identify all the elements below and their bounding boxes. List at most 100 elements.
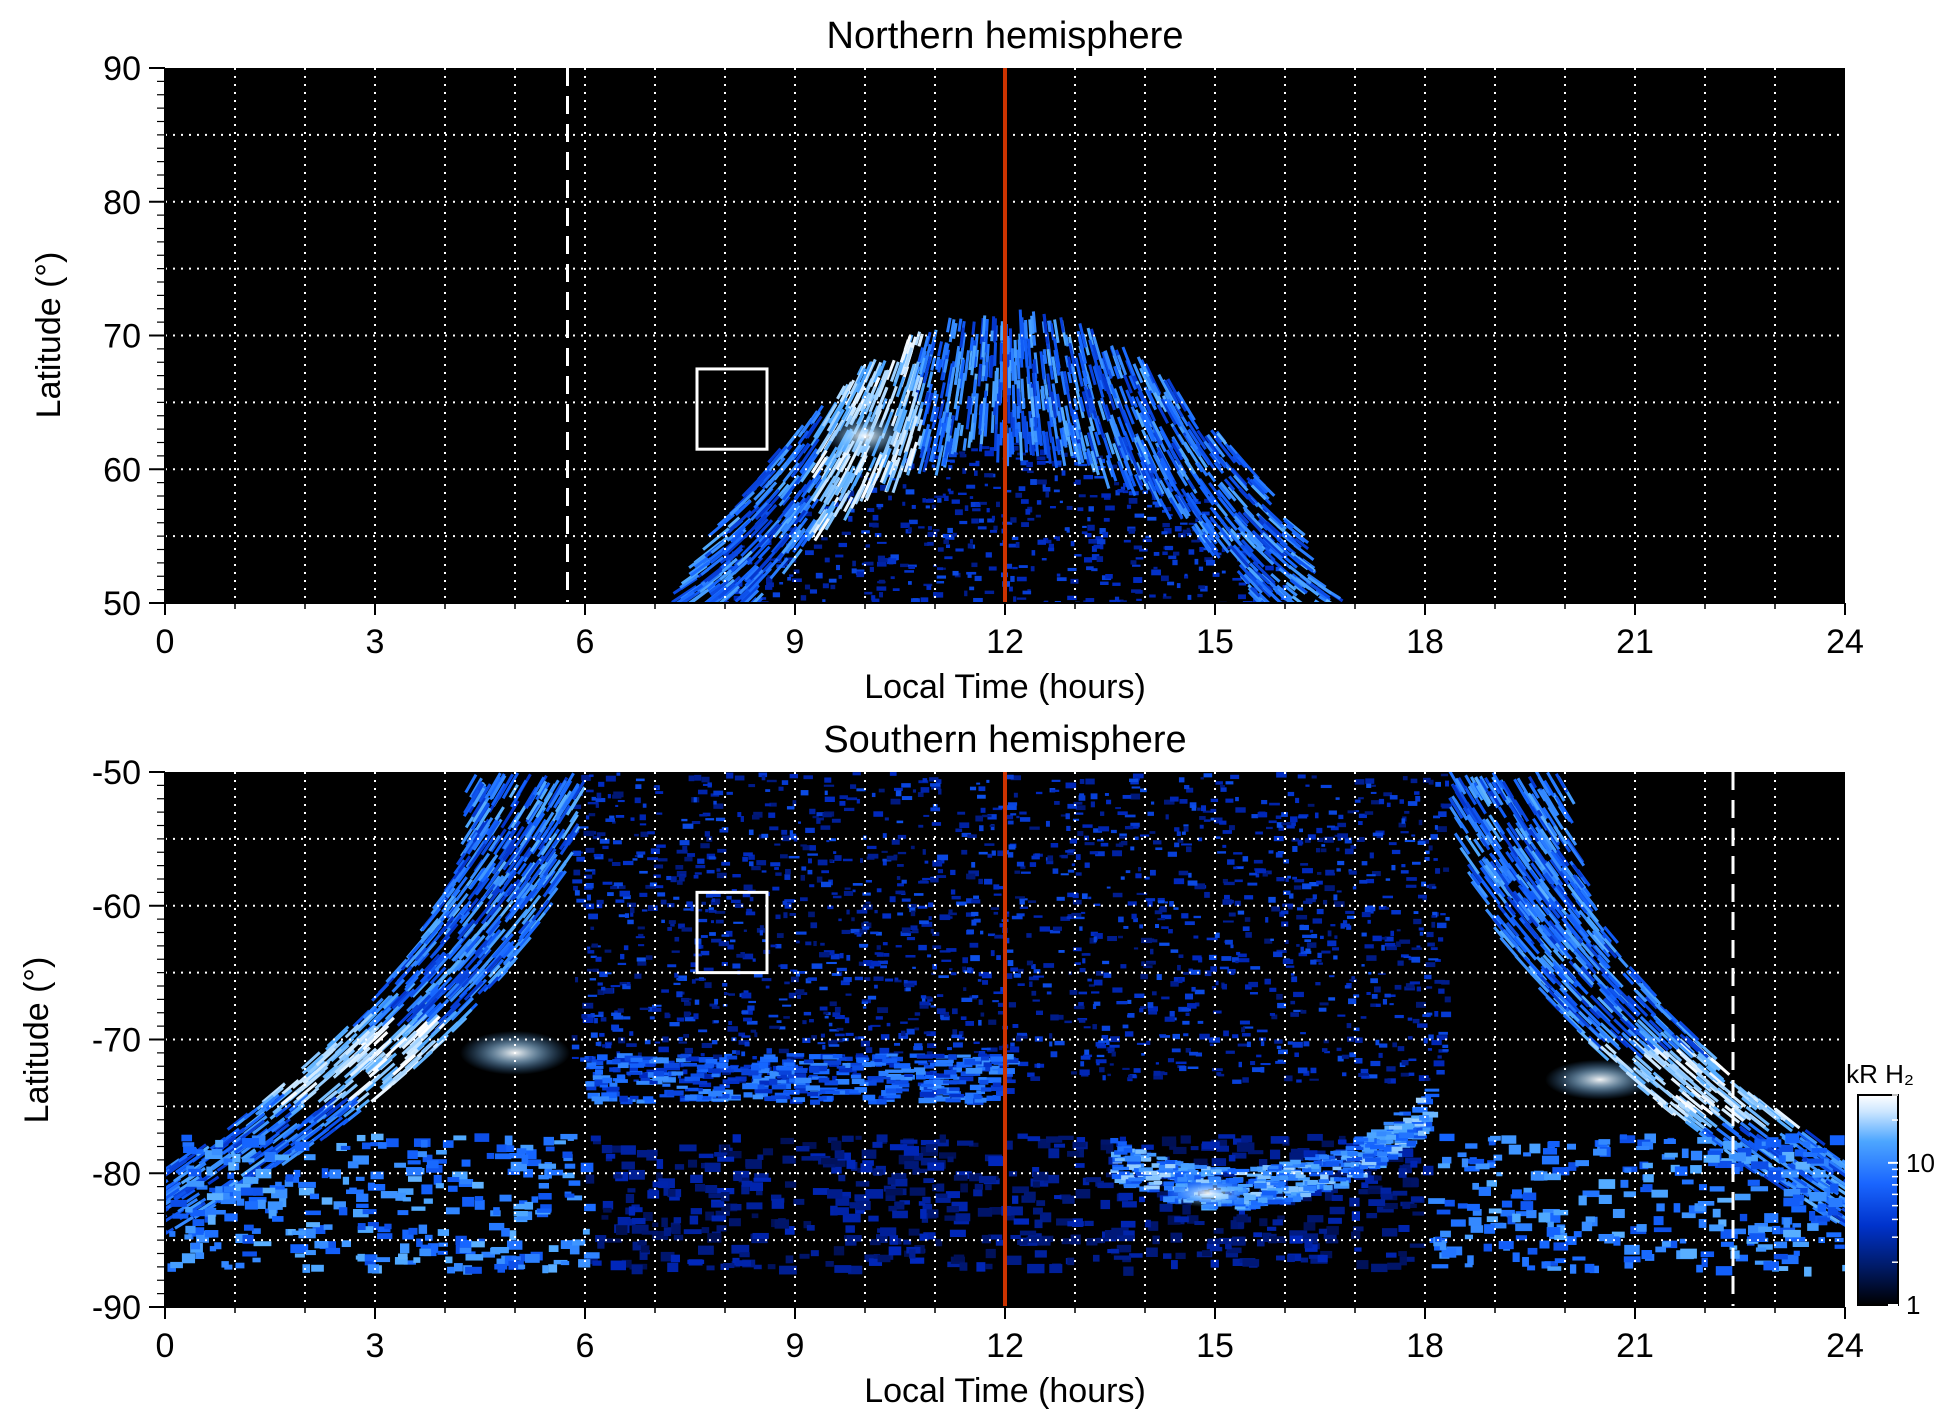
north-oval-streak — [895, 386, 908, 417]
north-oval-streak — [1050, 436, 1059, 469]
north-cap-speck — [943, 539, 949, 544]
south-cap-speck — [1204, 891, 1210, 898]
north-oval-streak — [934, 444, 944, 476]
north-cap-speck — [1199, 546, 1204, 552]
south-cap-speck — [676, 1017, 685, 1022]
north-oval-streak — [679, 574, 700, 589]
south-cap-speck — [930, 807, 941, 812]
south-cap-speck — [1078, 1002, 1084, 1008]
south-cap-speck — [1122, 794, 1132, 799]
south-cap-speck — [1186, 787, 1194, 793]
south-cap-speck — [726, 791, 733, 795]
south-cap-speck — [1215, 980, 1219, 986]
south-cap-speck — [842, 858, 853, 862]
south-cap-speck — [622, 895, 631, 900]
south-cap-speck — [1050, 1051, 1058, 1058]
south-cap-speck — [858, 1036, 866, 1039]
south-cap-speck — [1298, 815, 1308, 819]
south-cap-speck — [1202, 810, 1212, 813]
north-cap-speck — [1001, 514, 1005, 518]
south-cap-speck — [1276, 822, 1283, 828]
south-cap-speck — [1225, 939, 1233, 945]
south-cap-speck — [676, 880, 683, 885]
south-cap-speck — [684, 1016, 696, 1022]
south-cap-speck — [1253, 859, 1263, 864]
south-right-band — [1598, 1031, 1611, 1044]
north-oval-streak — [983, 403, 989, 437]
north-oval-streak — [953, 378, 962, 410]
south-cap-speck — [715, 817, 726, 822]
south-cap-speck — [1431, 921, 1436, 928]
north-oval-streak — [769, 557, 789, 580]
south-cap-speck — [897, 851, 907, 855]
north-cap-speck — [1026, 461, 1033, 468]
north-oval-streak — [766, 517, 782, 534]
north-cap-speck — [931, 504, 936, 509]
south-left-band — [347, 1046, 371, 1068]
north-cap-speck — [989, 447, 998, 452]
south-cap-speck — [1030, 1076, 1041, 1081]
south-cap-speck — [894, 979, 902, 983]
north-oval-streak — [1214, 535, 1230, 554]
north-oval-streak — [999, 342, 1003, 365]
south-cap-speck — [1007, 802, 1018, 806]
north-oval-streak — [1219, 481, 1237, 502]
south-cap-speck — [585, 815, 590, 820]
south-left-band — [84, 1230, 101, 1242]
south-cap-speck — [1005, 1050, 1011, 1053]
north-oval-streak — [953, 422, 961, 453]
north-cap-speck — [793, 569, 800, 574]
south-left-band — [525, 799, 541, 821]
north-cap-speck — [933, 592, 944, 598]
south-cap-speck — [774, 843, 781, 846]
north-oval-streak — [888, 385, 898, 404]
south-left-band — [409, 1036, 422, 1049]
south-right-band — [1737, 1089, 1752, 1103]
south-cap-speck — [1230, 944, 1234, 949]
north-oval-streak — [748, 518, 769, 539]
south-cap-speck — [1027, 900, 1036, 903]
south-cap-speck — [852, 889, 856, 893]
south-right-band — [1598, 961, 1619, 983]
south-cap-speck — [979, 825, 984, 832]
north-oval-streak — [999, 361, 1004, 383]
north-oval-streak — [1186, 479, 1196, 491]
south-cap-speck — [951, 895, 961, 900]
north-oval-streak — [850, 377, 868, 408]
south-cap-speck — [586, 894, 591, 901]
south-cap-speck — [1219, 966, 1229, 970]
south-cap-speck — [829, 1064, 839, 1067]
south-cap-speck — [1017, 968, 1024, 974]
north-oval-streak — [1142, 365, 1150, 378]
south-cap-speck — [724, 992, 729, 995]
south-cap-speck — [1274, 1039, 1283, 1044]
south-cap-speck — [834, 1015, 845, 1020]
south-cap-speck — [1112, 987, 1123, 993]
north-oval-streak — [1051, 356, 1059, 384]
north-oval-streak — [950, 427, 958, 455]
south-cap-speck — [1400, 1072, 1410, 1077]
south-cap-speck — [859, 945, 868, 948]
south-cap-speck — [1262, 871, 1268, 877]
south-cap-speck — [650, 848, 660, 854]
south-cap-speck — [713, 790, 724, 796]
south-cap-speck — [1073, 947, 1082, 952]
south-cap-speck — [958, 1036, 965, 1040]
south-cap-speck — [1271, 1014, 1278, 1020]
south-cap-speck — [1444, 996, 1451, 1003]
north-oval-streak — [1094, 431, 1101, 446]
north-oval-streak — [922, 355, 933, 384]
south-left-band — [119, 1201, 136, 1213]
south-cap-speck — [759, 925, 764, 931]
north-oval-streak — [1268, 581, 1279, 591]
north-oval-streak — [1227, 528, 1243, 547]
south-cap-speck — [1290, 816, 1298, 823]
south-right-band — [1505, 921, 1520, 938]
south-cap-speck — [645, 884, 656, 889]
south-cap-speck — [1289, 893, 1294, 899]
south-cap-speck — [1066, 916, 1074, 920]
south-cap-speck — [1078, 795, 1086, 801]
south-cap-speck — [860, 1040, 870, 1047]
south-cap-speck — [978, 1019, 982, 1026]
south-cap-speck — [732, 963, 741, 969]
